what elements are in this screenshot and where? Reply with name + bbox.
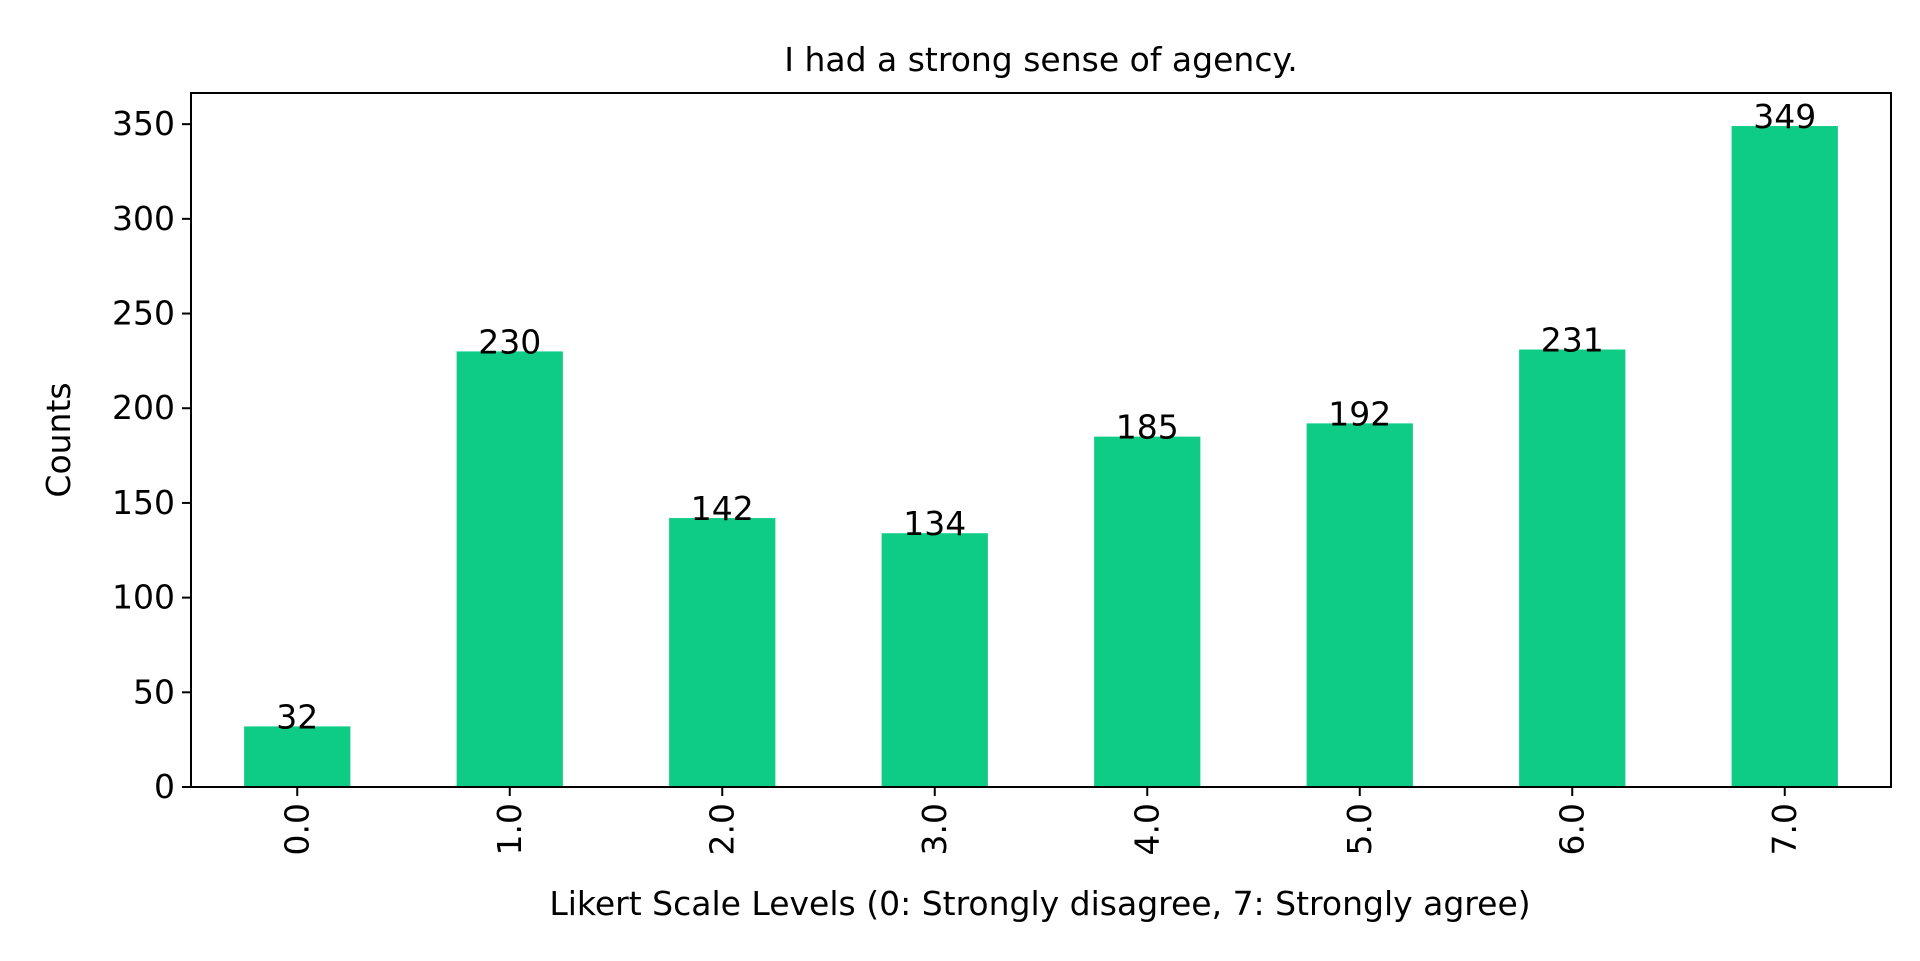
data-label-6: 231 bbox=[1541, 321, 1604, 360]
x-tick-label-3: 3.0 bbox=[915, 803, 954, 855]
data-label-4: 185 bbox=[1116, 408, 1179, 447]
data-label-1: 230 bbox=[478, 322, 541, 361]
data-label-0: 32 bbox=[276, 697, 318, 736]
y-tick-label-1: 50 bbox=[133, 672, 175, 711]
bar-6 bbox=[1519, 349, 1626, 787]
y-axis-label: Counts bbox=[39, 382, 78, 497]
data-label-3: 134 bbox=[903, 504, 966, 543]
bar-3 bbox=[881, 533, 988, 787]
x-tick-label-6: 6.0 bbox=[1552, 803, 1591, 855]
y-tick-label-5: 250 bbox=[112, 294, 175, 333]
x-tick-label-5: 5.0 bbox=[1340, 803, 1379, 855]
x-tick-label-0: 0.0 bbox=[277, 803, 316, 855]
y-tick-label-0: 0 bbox=[154, 767, 175, 806]
bar-5 bbox=[1306, 423, 1413, 787]
y-tick-label-7: 350 bbox=[112, 104, 175, 143]
y-tick-label-3: 150 bbox=[112, 483, 175, 522]
y-tick-label-2: 100 bbox=[112, 578, 175, 617]
x-axis: 0.0 1.0 2.0 3.0 4.0 5.0 6.0 7.0 bbox=[277, 787, 1804, 855]
plot-frame bbox=[190, 92, 1892, 788]
x-axis-label: Likert Scale Levels (0: Strongly disagre… bbox=[549, 884, 1530, 923]
bar-2 bbox=[669, 518, 776, 787]
x-tick-label-4: 4.0 bbox=[1127, 803, 1166, 855]
bar-7 bbox=[1731, 126, 1838, 788]
y-tick-label-4: 200 bbox=[112, 388, 175, 427]
data-label-2: 142 bbox=[691, 489, 754, 528]
bar-0 bbox=[244, 726, 351, 787]
y-axis: 0 50 100 150 200 250 300 350 bbox=[112, 104, 191, 806]
chart-title: I had a strong sense of agency. bbox=[784, 40, 1298, 79]
bar-4 bbox=[1094, 436, 1201, 787]
x-tick-label-1: 1.0 bbox=[490, 803, 529, 855]
x-tick-label-2: 2.0 bbox=[702, 803, 741, 855]
y-tick-label-6: 300 bbox=[112, 199, 175, 238]
data-label-5: 192 bbox=[1328, 394, 1391, 433]
bar-1 bbox=[456, 351, 563, 787]
x-tick-label-7: 7.0 bbox=[1765, 803, 1804, 855]
plot-area: 32 230 142 134 185 192 231 349 bbox=[244, 97, 1838, 788]
data-label-7: 349 bbox=[1753, 97, 1816, 136]
